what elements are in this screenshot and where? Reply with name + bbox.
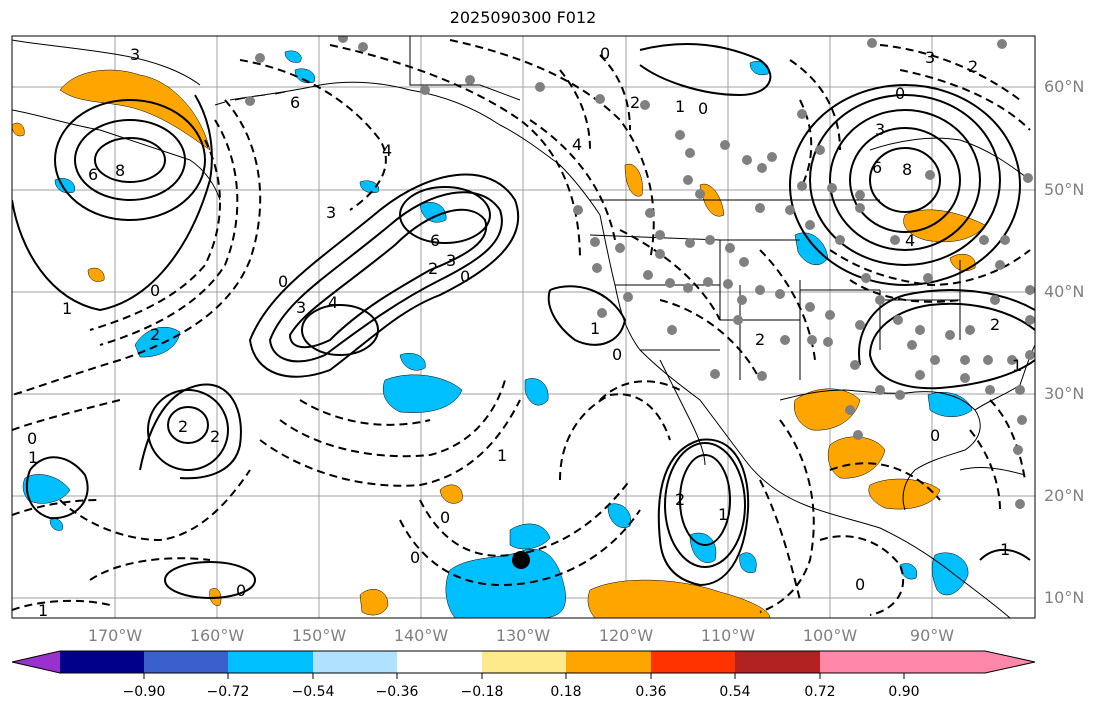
colorbar-tick-label: 0.72 xyxy=(804,684,836,700)
lon-label: 90°W xyxy=(909,626,955,645)
lat-label: 20°N xyxy=(1044,486,1085,505)
contour-label: 8 xyxy=(115,161,125,180)
contour-label: 0 xyxy=(27,429,37,448)
map-border xyxy=(11,35,1036,619)
contour-label: 0 xyxy=(278,272,288,291)
contour-label: 3 xyxy=(296,298,306,317)
lon-label: 150°W xyxy=(291,626,347,645)
lon-label: 140°W xyxy=(393,626,449,645)
contour-label: 1 xyxy=(62,299,72,318)
contour-label: 0 xyxy=(410,548,420,567)
station-dots xyxy=(245,36,1035,509)
contour-label: 6 xyxy=(290,93,300,112)
contour-label: 1 xyxy=(590,319,600,338)
contour-label: 2 xyxy=(150,325,160,344)
contour-label: 1 xyxy=(718,505,728,524)
colorbar-tick-label: 0.54 xyxy=(719,684,751,700)
colorbar-tick-label: 0.90 xyxy=(888,684,920,700)
lon-label: 160°W xyxy=(189,626,245,645)
colorbar-segment xyxy=(482,651,566,673)
contour-label: 0 xyxy=(600,44,610,63)
colorbar-max-extend xyxy=(904,651,1035,673)
colorbar-tick-label: −0.36 xyxy=(375,684,419,700)
contour-label: 4 xyxy=(905,231,915,250)
colorbar xyxy=(11,650,1036,679)
contour-label: 3 xyxy=(446,251,456,270)
colorbar-segment xyxy=(313,651,397,673)
contour-label: 0 xyxy=(150,281,160,300)
colorbar-tick-label: −0.90 xyxy=(122,684,166,700)
colorbar-segment xyxy=(228,651,313,673)
contour-label: 0 xyxy=(895,84,905,103)
contour-label: 2 xyxy=(675,490,685,509)
colorbar-segment xyxy=(60,651,144,673)
contour-label: 1 xyxy=(28,448,38,467)
colorbar-tick-label: 0.18 xyxy=(550,684,582,700)
contour-label: 3 xyxy=(925,48,935,67)
negative-shading xyxy=(22,50,973,618)
contour-label: 4 xyxy=(382,141,392,160)
lat-label: 10°N xyxy=(1044,588,1085,607)
lon-label: 130°W xyxy=(495,626,551,645)
contour-label: 6 xyxy=(430,231,440,250)
contour-label: 3 xyxy=(130,45,140,64)
colorbar-segment xyxy=(566,651,651,673)
colorbar-tick-label: 0.36 xyxy=(635,684,667,700)
contour-label: 4 xyxy=(328,293,338,312)
colorbar-segment xyxy=(144,651,228,673)
contour-label: 6 xyxy=(88,165,98,184)
colorbar-tick-label: −0.72 xyxy=(206,684,250,700)
lat-label: 60°N xyxy=(1044,77,1085,96)
contour-label: 2 xyxy=(990,315,1000,334)
contour-label: 1 xyxy=(497,446,507,465)
lat-label: 30°N xyxy=(1044,384,1085,403)
colorbar-segment xyxy=(651,651,735,673)
lon-label: 110°W xyxy=(700,626,756,645)
colorbar-segment xyxy=(397,651,482,673)
lat-label: 50°N xyxy=(1044,180,1085,199)
contour-label: 2 xyxy=(210,427,220,446)
contour-label: 0 xyxy=(855,575,865,594)
contour-label: 0 xyxy=(460,267,470,286)
storm-marker xyxy=(512,551,530,569)
colorbar-tick-label: −0.54 xyxy=(291,684,335,700)
contour-label: 1 xyxy=(1012,356,1022,375)
contour-label: 2 xyxy=(178,417,188,436)
colorbar-segment xyxy=(820,651,904,673)
contour-label: 0 xyxy=(698,99,708,118)
lon-label: 100°W xyxy=(802,626,858,645)
coastlines xyxy=(12,36,1035,618)
contour-label: 2 xyxy=(755,330,765,349)
lon-label: 170°W xyxy=(87,626,143,645)
contour-label: 1 xyxy=(1000,540,1010,559)
contour-label: 8 xyxy=(902,160,912,179)
contour-label: 0 xyxy=(440,508,450,527)
contour-label-group: 8 6 1 0 3 2 6 4 3 3 2 0 0 4 3 2 2 0 1 0 … xyxy=(27,44,1022,620)
lon-label: 120°W xyxy=(598,626,654,645)
contour-label: 1 xyxy=(675,97,685,116)
contour-label: 1 xyxy=(38,601,48,620)
colorbar-tick-label: −0.18 xyxy=(460,684,504,700)
colorbar-min-extend xyxy=(12,651,60,673)
colorbar-segment xyxy=(735,651,820,673)
contour-label: 4 xyxy=(572,135,582,154)
contour-label: 0 xyxy=(930,426,940,445)
colorbar-outline xyxy=(11,650,1036,674)
contour-label: 3 xyxy=(875,120,885,139)
solid-contours xyxy=(12,43,1035,599)
contour-label: 0 xyxy=(612,345,622,364)
contour-label: 2 xyxy=(630,93,640,112)
contour-label: 0 xyxy=(236,581,246,600)
contour-label: 2 xyxy=(968,57,978,76)
contour-label: 2 xyxy=(428,259,438,278)
contour-label: 3 xyxy=(326,203,336,222)
map-title: 2025090300 F012 xyxy=(449,8,597,27)
contour-label: 6 xyxy=(872,158,882,177)
positive-shading xyxy=(12,69,986,618)
lat-label: 40°N xyxy=(1044,282,1085,301)
